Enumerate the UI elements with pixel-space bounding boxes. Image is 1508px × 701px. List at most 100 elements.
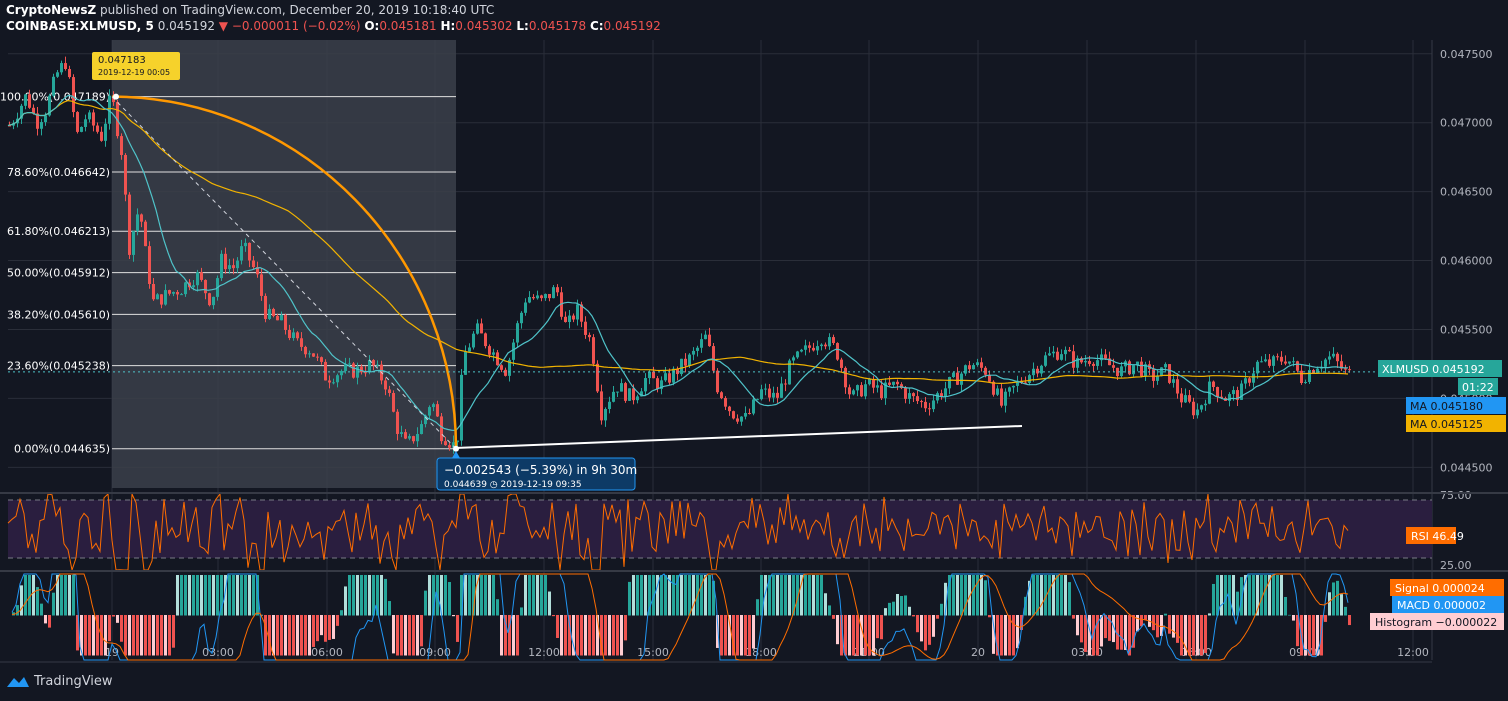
macd-histogram-bar [144,615,147,656]
macd-histogram-bar [812,575,815,616]
candle-body [1028,375,1031,383]
time-tick-label: 03:00 [202,646,234,659]
macd-histogram-bar [468,575,471,616]
macd-histogram-bar [708,575,711,616]
macd-histogram-bar [408,615,411,656]
candle-body [948,377,951,389]
candle-body [1120,366,1123,377]
candle-body [792,357,795,361]
candle-body [376,364,379,366]
fib-anchor-top[interactable] [113,93,119,100]
macd-histogram-bar [532,575,535,616]
candle-body [1268,359,1271,366]
symbol-label[interactable]: COINBASE:XLMUSD, 5 [6,19,154,33]
macd-histogram-bar [224,575,227,616]
macd-histogram-bar [1220,575,1223,616]
candle-body [340,370,343,376]
candle-body [1052,351,1055,354]
top-callout-date: 2019-12-19 00:05 [98,68,170,77]
macd-histogram-bar [712,580,715,616]
macd-histogram-bar [1256,575,1259,616]
candle-body [368,360,371,373]
macd-histogram-bar [940,603,943,616]
candle-body [732,411,735,419]
candle-body [196,272,199,286]
candle-body [824,344,827,347]
candle-body [1348,369,1351,371]
time-tick-label: 15:00 [637,646,669,659]
tradingview-logo[interactable]: TradingView [6,674,113,689]
publish-info: published on TradingView.com, December 2… [96,3,495,17]
macd-histogram-bar [116,615,119,623]
candle-body [1300,370,1303,384]
macd-histogram-bar [896,593,899,616]
candle-body [1128,361,1131,375]
candle-body [900,384,903,389]
macd-histogram-bar [1284,596,1287,616]
candle-body [1232,390,1235,395]
macd-histogram-bar [324,615,327,642]
candle-body [1072,351,1075,368]
candle-body [1240,383,1243,400]
candle-body [748,412,751,414]
candle-body [780,383,783,398]
support-trendline[interactable] [454,424,1023,450]
candle-body [304,346,307,355]
candle-body [96,125,99,132]
candle-body [628,388,631,401]
macd-value-box [1390,579,1504,596]
macd-histogram-bar [624,615,627,641]
author-name[interactable]: CryptoNewsZ [6,3,97,17]
macd-histogram-bar [1144,615,1147,621]
fib-anchor-bottom[interactable] [453,445,459,452]
candle-body [100,131,103,141]
macd-histogram-bar [884,608,887,616]
candle-body [88,112,91,120]
macd-histogram-bar [1128,615,1131,656]
time-tick-label: 20 [971,646,985,659]
price-axis[interactable]: 0.047500 0.047000 0.046500 0.046000 0.045500… [1378,40,1506,660]
macd-histogram-bar [128,615,131,656]
candle-body [28,94,31,108]
candle-body [776,392,779,398]
candle-body [1160,367,1163,377]
candle-body [736,418,739,422]
candle-body [568,315,571,323]
macd-histogram-bar [1348,615,1351,626]
low-label: L: [516,19,529,33]
candle-body [308,353,311,355]
macd-histogram-bar [816,575,819,616]
candle-body [1336,353,1339,362]
candle-body [956,372,959,385]
macd-histogram-bar [204,575,207,616]
macd-histogram-bar [392,615,395,654]
macd-histogram-bar [76,615,79,651]
macd-histogram-bar [36,587,39,616]
macd-histogram-bar [1064,575,1067,616]
candle-body [228,265,231,270]
macd-histogram-bar [912,615,915,617]
tradingview-logo-icon [7,676,29,687]
candle-body [1304,381,1307,384]
candle-body [856,385,859,391]
macd-histogram-bar [1112,615,1115,643]
macd-histogram-bar [484,575,487,616]
macd-histogram-bar [1136,615,1139,632]
fib-level-label: 61.80%(0.046213) [7,225,110,238]
candle-body [952,372,955,378]
candle-body [888,382,891,385]
measure-callout-box [436,457,636,491]
candle-body [1228,394,1231,401]
macd-histogram-bar [352,575,355,616]
macd-histogram-bar [1048,575,1051,616]
candle-body [784,383,787,385]
candle-body [80,126,83,132]
macd-histogram-bar [576,615,579,656]
fib-arc[interactable] [111,95,458,449]
macd-histogram-bar [1344,606,1347,616]
candle-body [564,316,567,323]
macd-histogram-bar [1304,615,1307,656]
macd-histogram-bar [300,615,303,656]
time-tick-label: 18:00 [745,646,777,659]
